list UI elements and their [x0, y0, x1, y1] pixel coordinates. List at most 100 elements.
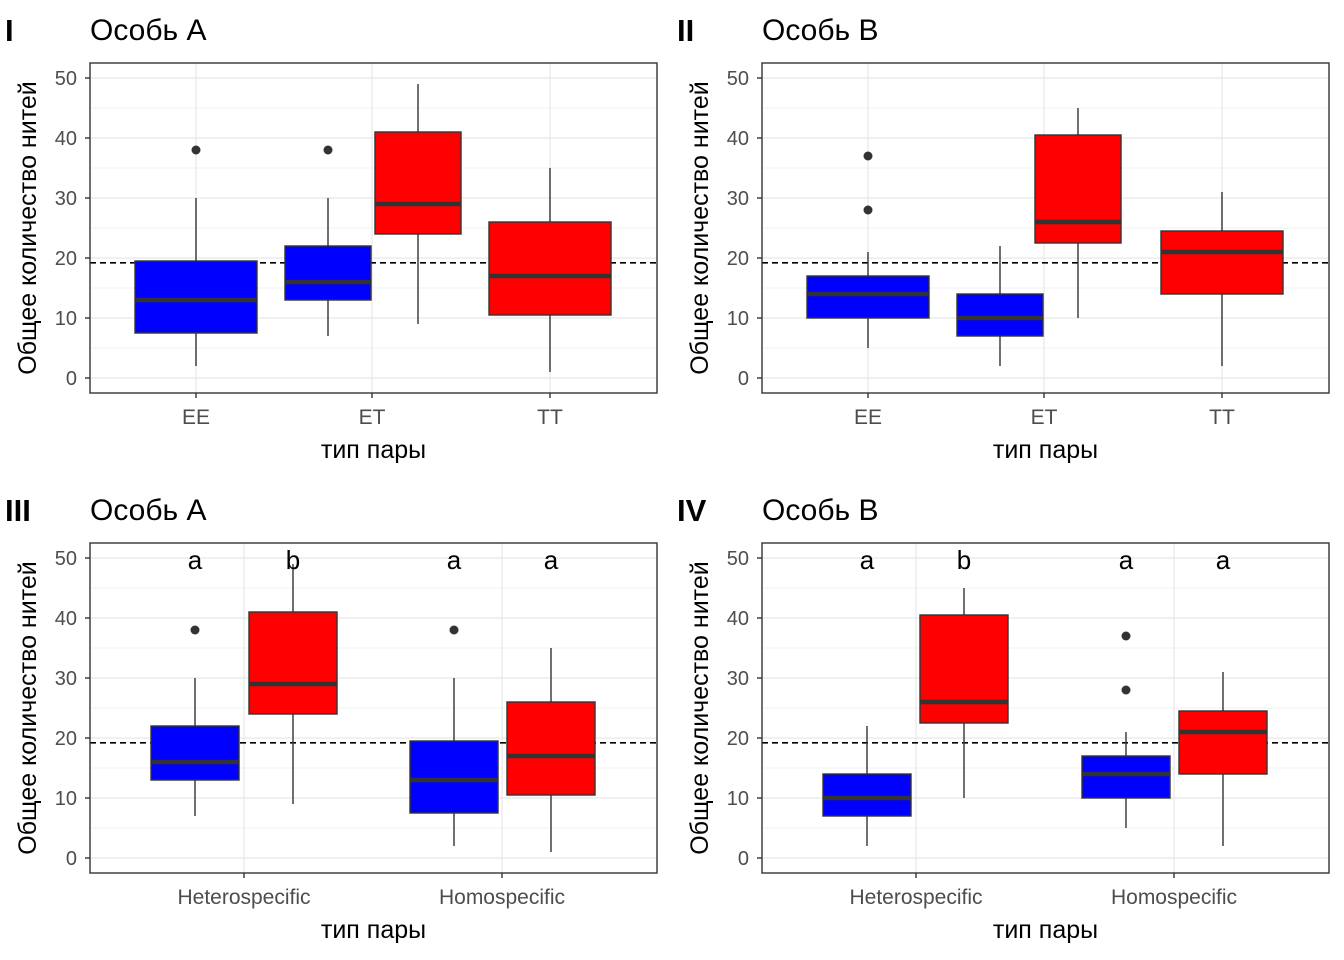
x-tick-label: TT — [537, 406, 563, 429]
box-tt-red — [1160, 192, 1284, 366]
box-homospecific-red — [506, 648, 596, 852]
y-tick-label: 40 — [727, 128, 749, 150]
outlier-point — [863, 205, 873, 215]
box-heterospecific-red — [248, 564, 338, 804]
plot-border — [761, 62, 1330, 394]
outlier-point — [323, 145, 333, 155]
x-tick-label: Heterospecific — [849, 886, 982, 909]
plot-border — [761, 542, 1330, 874]
panel-1: 0 10 20 30 40 50 EE ET TT тип пары Общее количеств… — [5, 13, 658, 464]
significance-letter: a — [544, 545, 559, 575]
y-axis-title: Общее количество нитей — [14, 81, 42, 374]
box-homospecific-red — [1178, 672, 1268, 846]
box-rect — [1034, 134, 1122, 244]
box-rect — [1178, 710, 1268, 775]
x-tick-label: Heterospecific — [177, 886, 310, 909]
panel-title: Особь A — [90, 14, 207, 47]
y-tick-label: 0 — [738, 368, 749, 390]
significance-letter: a — [447, 545, 462, 575]
x-axis-title: тип пары — [993, 916, 1098, 944]
panel-4: a b a a 0 10 20 30 40 50 Heterospecific Homospecifi… — [677, 493, 1330, 944]
y-tick-label: 0 — [66, 368, 77, 390]
significance-letter: a — [860, 545, 875, 575]
significance-letter: a — [1119, 545, 1134, 575]
outlier-point — [190, 625, 200, 635]
box-rect — [409, 740, 499, 814]
y-tick-label: 40 — [55, 128, 77, 150]
y-tick-label: 20 — [727, 728, 749, 750]
y-tick-label: 50 — [55, 548, 77, 570]
panel-3: a b a a 0 10 20 30 40 50 Heterospecific Homospecifi… — [5, 493, 658, 944]
y-tick-label: 10 — [55, 788, 77, 810]
panel-title: Особь B — [762, 14, 879, 47]
box-et-blue — [956, 246, 1044, 366]
y-tick-label: 30 — [55, 188, 77, 210]
x-axis-title: тип пары — [321, 436, 426, 464]
box-rect — [1081, 755, 1171, 799]
box-rect — [822, 773, 912, 817]
plot-border — [89, 542, 658, 874]
y-tick-label: 30 — [727, 668, 749, 690]
y-tick-label: 40 — [55, 608, 77, 630]
outlier-point — [863, 151, 873, 161]
plot-border — [89, 62, 658, 394]
box-homospecific-blue — [409, 625, 499, 846]
y-tick-label: 0 — [738, 848, 749, 870]
panel-title: Особь B — [762, 494, 879, 527]
box-heterospecific-blue — [822, 726, 912, 846]
x-axis-title: тип пары — [993, 436, 1098, 464]
significance-letter: a — [188, 545, 203, 575]
outlier-point — [449, 625, 459, 635]
box-ee-blue — [134, 145, 258, 366]
box-et-red — [374, 84, 462, 324]
outlier-point — [1121, 685, 1131, 695]
panel-2: 0 10 20 30 40 50 EE ET TT тип пары Общее количеств… — [677, 13, 1330, 464]
box-et-blue — [284, 145, 372, 336]
y-tick-label: 10 — [55, 308, 77, 330]
x-axis-title: тип пары — [321, 916, 426, 944]
y-tick-label: 50 — [727, 548, 749, 570]
box-rect — [806, 275, 930, 319]
box-rect — [374, 131, 462, 235]
x-tick-label: EE — [182, 406, 210, 429]
y-tick-label: 20 — [55, 248, 77, 270]
box-tt-red — [488, 168, 612, 372]
outlier-point — [191, 145, 201, 155]
y-tick-label: 20 — [55, 728, 77, 750]
box-rect — [956, 293, 1044, 337]
box-et-red — [1034, 108, 1122, 318]
x-tick-label: Homospecific — [439, 886, 565, 909]
y-tick-label: 30 — [55, 668, 77, 690]
box-rect — [488, 221, 612, 316]
box-homospecific-blue — [1081, 631, 1171, 828]
box-rect — [150, 725, 240, 781]
box-heterospecific-red — [919, 588, 1009, 798]
box-rect — [248, 611, 338, 715]
panel-tag: III — [5, 493, 31, 528]
y-tick-label: 40 — [727, 608, 749, 630]
y-tick-label: 50 — [55, 68, 77, 90]
y-tick-label: 10 — [727, 308, 749, 330]
box-heterospecific-blue — [150, 625, 240, 816]
significance-letter: a — [1216, 545, 1231, 575]
panel-tag: I — [5, 13, 14, 48]
x-tick-label: ET — [359, 406, 386, 429]
y-axis-title: Общее количество нитей — [14, 561, 42, 854]
y-axis-title: Общее количество нитей — [686, 81, 714, 374]
panel-title: Особь A — [90, 494, 207, 527]
y-axis-title: Общее количество нитей — [686, 561, 714, 854]
y-tick-label: 10 — [727, 788, 749, 810]
significance-letter: b — [286, 545, 300, 575]
box-rect — [919, 614, 1009, 724]
y-tick-label: 20 — [727, 248, 749, 270]
box-rect — [284, 245, 372, 301]
box-rect — [506, 701, 596, 796]
outlier-point — [1121, 631, 1131, 641]
y-tick-label: 30 — [727, 188, 749, 210]
box-ee-blue — [806, 151, 930, 348]
x-tick-label: EE — [854, 406, 882, 429]
significance-letter: b — [957, 545, 971, 575]
y-tick-label: 50 — [727, 68, 749, 90]
x-tick-label: Homospecific — [1111, 886, 1237, 909]
